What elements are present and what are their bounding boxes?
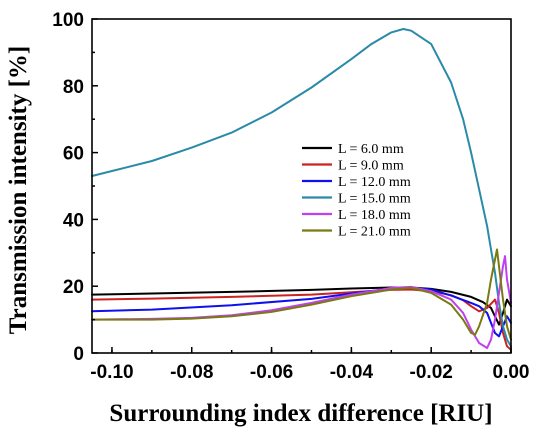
x-tick-label: -0.02 <box>410 362 453 383</box>
y-tick-label: 40 <box>63 210 84 231</box>
series-line-3 <box>91 28 512 348</box>
x-tick-label: 0.00 <box>493 362 530 383</box>
series-layer <box>91 28 512 351</box>
y-tick-label: 100 <box>52 10 84 31</box>
series-line-2 <box>91 286 512 338</box>
series-line-5 <box>91 248 512 341</box>
x-tick-label: -0.08 <box>170 362 213 383</box>
x-tick-label: -0.10 <box>90 362 133 383</box>
y-tick-label: 60 <box>63 144 84 165</box>
x-tick-label: -0.04 <box>330 362 374 383</box>
legend-label-1: L = 9.0 mm <box>338 159 404 174</box>
x-tick-label: -0.06 <box>250 362 293 383</box>
y-axis-title: Transmission intensity [%] <box>5 46 32 334</box>
x-axis: -0.10 -0.08 -0.06 -0.04 -0.02 0.00 <box>90 347 529 383</box>
x-axis-title: Surrounding index difference [RIU] <box>109 400 492 427</box>
y-tick-label: 80 <box>63 77 84 98</box>
legend-label-4: L = 18.0 mm <box>338 208 411 223</box>
legend-label-5: L = 21.0 mm <box>338 225 411 240</box>
legend-label-3: L = 15.0 mm <box>338 192 411 207</box>
legend: L = 6.0 mm L = 9.0 mmL = 12.0 mm L = 15.0 … <box>302 142 411 240</box>
legend-label-2: L = 12.0 mm <box>338 175 411 190</box>
y-tick-label: 20 <box>63 277 84 298</box>
y-tick-label: 0 <box>73 344 84 365</box>
legend-label-0: L = 6.0 mm <box>338 142 404 157</box>
y-axis: 0 20 40 60 80 100 <box>52 10 98 365</box>
